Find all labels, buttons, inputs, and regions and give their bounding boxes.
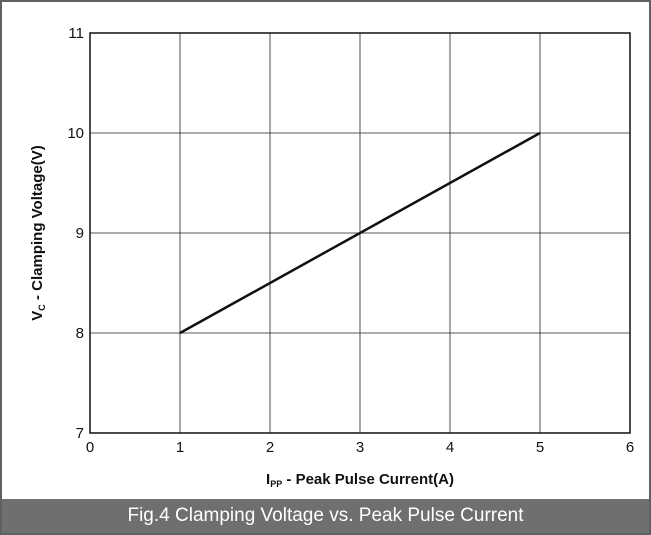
- x-tick-label: 4: [446, 439, 454, 456]
- figure-caption: Fig.4 Clamping Voltage vs. Peak Pulse Cu…: [127, 505, 524, 526]
- x-tick-label: 2: [266, 439, 274, 456]
- x-tick-label: 6: [626, 439, 634, 456]
- tick-labels: 0 1 2 3 4 5 6 7 8 9 10 11: [67, 25, 634, 456]
- series-line: [179, 131, 541, 335]
- y-tick-label: 7: [76, 425, 84, 442]
- series: [179, 131, 541, 335]
- y-tick-label: 11: [68, 25, 84, 42]
- y-tick-label: 9: [76, 225, 84, 242]
- x-tick-label: 0: [86, 439, 94, 456]
- y-tick-label: 8: [76, 325, 84, 342]
- figure-caption-bar: Fig.4 Clamping Voltage vs. Peak Pulse Cu…: [2, 499, 649, 533]
- x-tick-label: 1: [176, 439, 184, 456]
- x-tick-label: 5: [536, 439, 544, 456]
- x-axis-title: IPP - Peak Pulse Current(A): [266, 471, 454, 489]
- x-tick-label: 3: [356, 439, 364, 456]
- y-axis-title: VC - Clamping Voltage(V): [29, 145, 47, 320]
- plot-area: [89, 32, 631, 434]
- y-tick-label: 10: [67, 125, 84, 142]
- chart-svg: 0 1 2 3 4 5 6 7 8 9 10 11 IPP - Peak Pulse Current(…: [29, 25, 634, 489]
